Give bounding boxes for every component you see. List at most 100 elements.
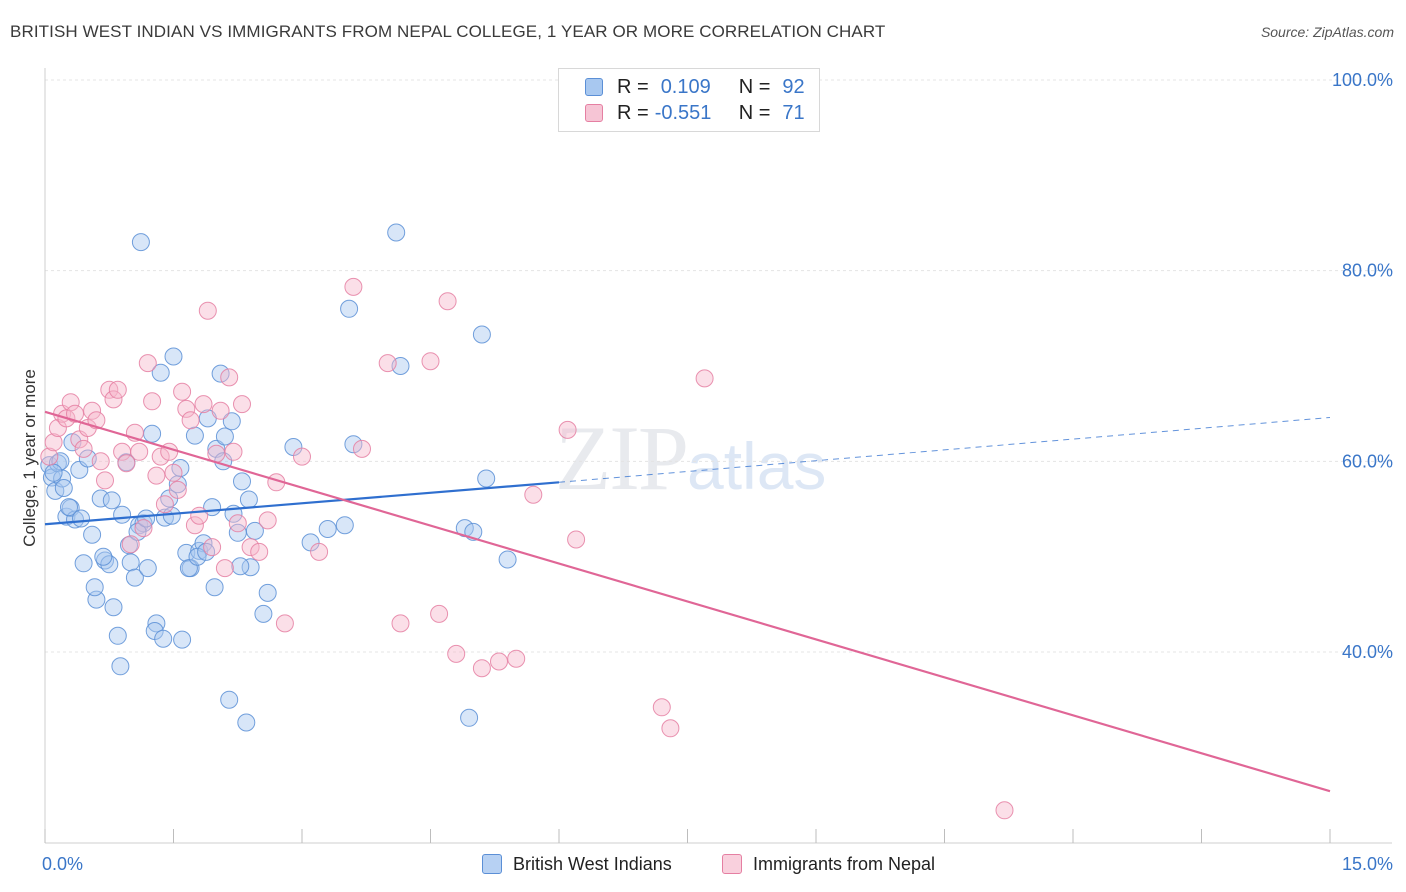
point-immigrants-from-nepal	[96, 471, 114, 490]
point-immigrants-from-nepal	[91, 452, 110, 471]
legend-swatch-pink	[722, 854, 742, 874]
trendline-british-west-indians-extension	[558, 416, 1331, 483]
point-immigrants-from-nepal	[40, 447, 59, 466]
point-british-west-indians	[231, 557, 250, 576]
point-british-west-indians	[138, 559, 157, 578]
point-immigrants-from-nepal	[241, 538, 260, 557]
point-immigrants-from-nepal	[173, 382, 192, 401]
point-british-west-indians	[104, 598, 123, 617]
point-british-west-indians	[197, 542, 216, 561]
point-immigrants-from-nepal	[472, 659, 491, 678]
point-immigrants-from-nepal	[168, 480, 187, 499]
point-immigrants-from-nepal	[215, 559, 234, 578]
point-british-west-indians	[44, 463, 63, 482]
y-tick-label: 60.0%	[1342, 451, 1393, 471]
point-british-west-indians	[340, 299, 359, 318]
point-immigrants-from-nepal	[104, 390, 123, 409]
legend-label: Immigrants from Nepal	[753, 853, 936, 874]
legend-label: British West Indians	[513, 853, 672, 874]
point-british-west-indians	[205, 578, 224, 597]
point-immigrants-from-nepal	[447, 644, 466, 663]
point-immigrants-from-nepal	[198, 301, 217, 320]
r-label: R =	[617, 101, 649, 124]
point-immigrants-from-nepal	[507, 649, 526, 668]
point-british-west-indians	[344, 435, 363, 454]
point-immigrants-from-nepal	[143, 392, 162, 411]
point-immigrants-from-nepal	[164, 463, 183, 482]
point-immigrants-from-nepal	[194, 395, 213, 414]
point-british-west-indians	[477, 469, 496, 488]
point-british-west-indians	[335, 516, 354, 535]
point-immigrants-from-nepal	[438, 292, 457, 311]
point-british-west-indians	[472, 325, 491, 344]
point-british-west-indians	[154, 629, 173, 648]
point-immigrants-from-nepal	[430, 604, 449, 623]
point-immigrants-from-nepal	[130, 442, 149, 461]
point-immigrants-from-nepal	[378, 354, 397, 373]
point-immigrants-from-nepal	[661, 719, 680, 738]
point-immigrants-from-nepal	[83, 401, 102, 420]
point-immigrants-from-nepal	[391, 614, 410, 633]
point-immigrants-from-nepal	[134, 519, 153, 538]
point-immigrants-from-nepal	[185, 516, 204, 535]
pink-swatch	[585, 104, 603, 122]
point-immigrants-from-nepal	[353, 439, 371, 458]
n-label: N =	[738, 101, 771, 124]
point-british-west-indians	[51, 452, 70, 471]
point-british-west-indians	[387, 223, 406, 242]
trendline-immigrants-from-nepal	[44, 410, 1331, 793]
point-immigrants-from-nepal	[258, 511, 277, 530]
point-british-west-indians	[113, 505, 132, 524]
point-british-west-indians	[143, 424, 162, 443]
point-british-west-indians	[237, 713, 256, 732]
point-immigrants-from-nepal	[66, 404, 84, 423]
chart-title: BRITISH WEST INDIAN VS IMMIGRANTS FROM N…	[10, 22, 886, 41]
point-immigrants-from-nepal	[44, 433, 63, 452]
point-british-west-indians	[121, 553, 140, 572]
point-immigrants-from-nepal	[567, 530, 586, 549]
point-immigrants-from-nepal	[108, 380, 127, 399]
point-immigrants-from-nepal	[224, 442, 243, 461]
point-british-west-indians	[254, 604, 273, 623]
r-value: -0.551	[654, 101, 712, 124]
point-british-west-indians	[125, 568, 144, 587]
legend-item-immigrants-from-nepal: Immigrants from Nepal	[722, 852, 935, 876]
point-british-west-indians	[460, 708, 479, 727]
x-tick-label: 15.0%	[1342, 854, 1393, 874]
r-value: 0.109	[660, 75, 711, 98]
x-tick-label: 0.0%	[42, 854, 83, 874]
y-tick-label: 80.0%	[1342, 261, 1393, 281]
point-immigrants-from-nepal	[177, 399, 196, 418]
point-immigrants-from-nepal	[138, 354, 157, 373]
point-british-west-indians	[233, 472, 251, 491]
point-british-west-indians	[498, 550, 517, 569]
point-immigrants-from-nepal	[558, 420, 577, 439]
point-british-west-indians	[131, 233, 150, 252]
point-immigrants-from-nepal	[275, 614, 294, 633]
point-immigrants-from-nepal	[293, 447, 311, 466]
point-immigrants-from-nepal	[220, 368, 239, 387]
point-immigrants-from-nepal	[117, 454, 136, 473]
point-british-west-indians	[188, 547, 207, 566]
stats-row-pink: R = -0.551 N = 71	[585, 101, 805, 125]
point-immigrants-from-nepal	[344, 277, 363, 296]
blue-swatch	[585, 78, 603, 96]
point-british-west-indians	[85, 578, 104, 597]
point-immigrants-from-nepal	[203, 538, 222, 557]
legend-item-british-west-indians: British West Indians	[482, 852, 672, 876]
point-british-west-indians	[91, 489, 110, 508]
point-british-west-indians	[120, 536, 138, 555]
stats-row-blue: R = 0.109 N = 92	[585, 75, 805, 99]
point-immigrants-from-nepal	[61, 393, 80, 412]
n-value: 71	[782, 101, 805, 124]
point-immigrants-from-nepal	[190, 506, 209, 525]
point-british-west-indians	[220, 690, 239, 709]
point-british-west-indians	[60, 498, 78, 517]
point-immigrants-from-nepal	[233, 395, 251, 414]
point-immigrants-from-nepal	[181, 411, 200, 430]
point-immigrants-from-nepal	[121, 535, 140, 554]
stats-legend: R = 0.109 N = 92 R = -0.551 N = 71	[558, 68, 820, 132]
point-immigrants-from-nepal	[147, 466, 166, 485]
point-immigrants-from-nepal	[310, 542, 329, 561]
